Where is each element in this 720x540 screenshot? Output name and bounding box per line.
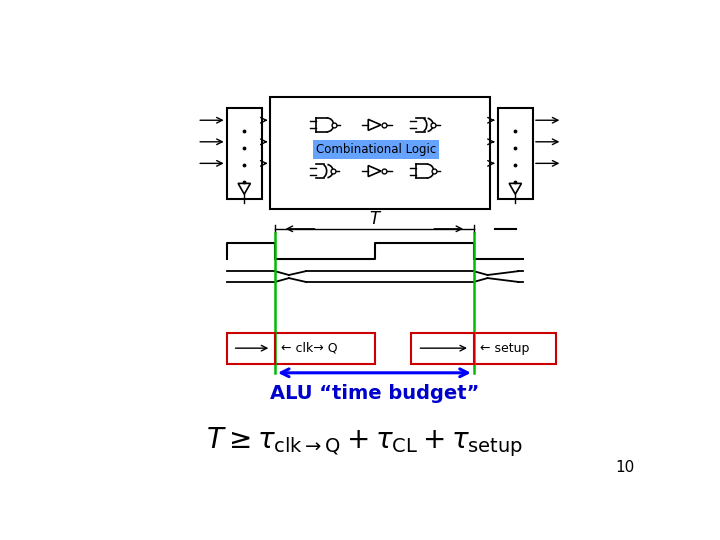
Bar [498,108,533,199]
Text: T: T [369,210,379,228]
Bar [227,108,262,199]
Text: 10: 10 [616,460,634,475]
Text: ← setup: ← setup [480,342,529,355]
Bar [227,333,375,363]
Text: Combinational Logic: Combinational Logic [316,143,436,156]
Bar [271,97,490,209]
Text: ← clk→ Q: ← clk→ Q [282,342,338,355]
Bar [411,333,556,363]
Text: ALU “time budget”: ALU “time budget” [270,383,479,403]
Text: $T \geq \tau_{\mathsf{clk{\to}Q}} + \tau_{\mathsf{CL}} + \tau_{\mathsf{setup}}$: $T \geq \tau_{\mathsf{clk{\to}Q}} + \tau… [206,426,523,459]
